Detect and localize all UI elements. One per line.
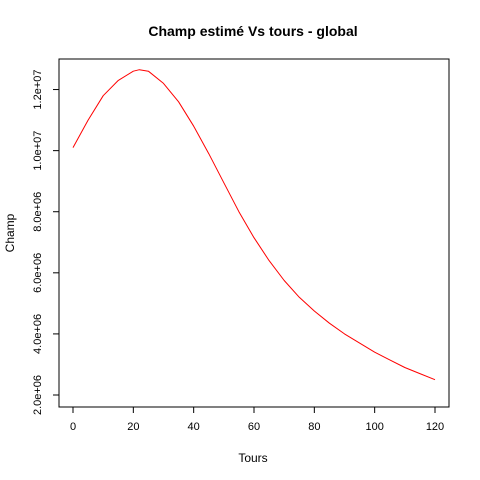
data-point [148,71,149,72]
data-point [404,367,405,368]
y-tick-label: 2.0e+06 [32,375,44,415]
series-line [72,69,436,381]
y-tick-label: 1.2e+07 [32,70,44,110]
x-tick-label: 40 [188,421,200,433]
data-point [314,311,315,312]
x-tick-label: 100 [365,421,383,433]
data-point [133,71,134,72]
data-point [254,237,255,238]
data-point [419,373,420,374]
x-tick-label: 0 [70,421,76,433]
data-point [374,352,375,353]
data-point [208,153,209,154]
data-point [329,323,330,324]
data-point [193,126,194,127]
data-point [269,260,270,261]
data-point [299,297,300,298]
data-point [359,343,360,344]
chart-title: Champ estimé Vs tours - global [148,23,357,39]
x-tick-label: 120 [426,421,444,433]
y-tick-label: 1.0e+07 [32,131,44,171]
data-point [118,80,119,81]
plot-frame [58,58,450,408]
y-tick-label: 4.0e+06 [32,314,44,354]
y-tick-label: 6.0e+06 [32,253,44,293]
x-tick-label: 20 [127,421,139,433]
x-tick-label: 80 [308,421,320,433]
data-point [223,182,224,183]
data-point [103,95,104,96]
x-axis-label: Tours [238,451,267,465]
x-tick-label: 60 [248,421,260,433]
data-point [435,379,436,380]
data-point [178,101,179,102]
data-point [73,147,74,148]
y-axis: 2.0e+06 4.0e+06 6.0e+06 8.0e+06 1.0e+07 1.2e+… [32,70,60,415]
data-point [88,120,89,121]
series-layer [72,69,436,381]
data-point [284,280,285,281]
x-axis: 0 20 40 60 80 100 120 [70,406,444,433]
data-point [139,69,140,70]
data-point [163,83,164,84]
data-point [238,211,239,212]
y-axis-label: Champ [3,213,17,252]
data-point [344,333,345,334]
y-tick-label: 8.0e+06 [32,192,44,232]
data-point [389,359,390,360]
